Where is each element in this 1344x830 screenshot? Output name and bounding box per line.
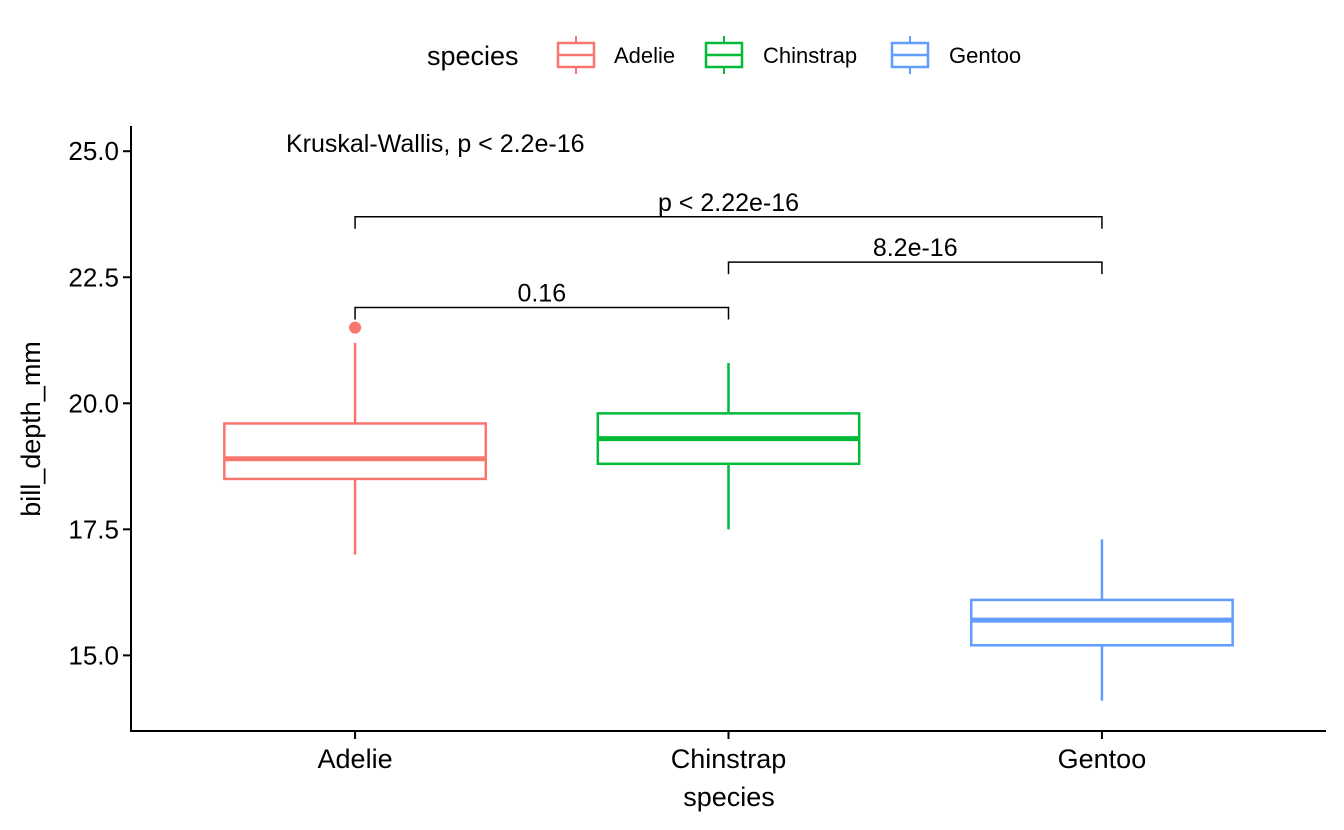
y-tick-label: 20.0	[68, 388, 119, 418]
box-gentoo	[969, 539, 1234, 701]
x-axis-label: species	[683, 782, 775, 812]
annotations: Kruskal-Wallis, p < 2.2e-16 0.16 8.2e-16 p…	[286, 130, 1103, 320]
bracket-line	[354, 216, 1103, 229]
y-tick-label: 22.5	[68, 262, 119, 292]
x-tick-label: Adelie	[318, 744, 393, 774]
legend-entry-chinstrap: Chinstrap	[704, 36, 857, 74]
bracket-label: 8.2e-16	[873, 234, 958, 262]
legend-entries: Adelie Chinstrap Gentoo	[556, 36, 1021, 74]
y-tick-label: 15.0	[68, 640, 119, 670]
y-axis-label: bill_depth_mm	[16, 341, 46, 517]
bracket-line	[727, 261, 1103, 275]
legend-entry-adelie: Adelie	[556, 36, 675, 74]
boxplots	[223, 321, 1234, 701]
comparison-brackets: 0.16 8.2e-16 p < 2.22e-16	[354, 189, 1103, 320]
x-tick-label: Chinstrap	[671, 744, 787, 774]
legend-label: Chinstrap	[763, 43, 857, 68]
y-tick-label: 17.5	[68, 514, 119, 544]
outlier-point	[349, 321, 362, 334]
comparison-bracket: 8.2e-16	[727, 234, 1103, 275]
x-tick-label: Gentoo	[1058, 744, 1147, 774]
y-ticks: 15.0 17.5 20.0 22.5 25.0	[68, 136, 131, 670]
comparison-bracket: 0.16	[354, 280, 730, 320]
y-tick-label: 25.0	[68, 136, 119, 166]
legend: species Adelie Chinstrap Gentoo	[427, 36, 1021, 74]
legend-label: Gentoo	[949, 43, 1021, 68]
axes: 15.0 17.5 20.0 22.5 25.0 Adelie Chinstrap Gent…	[16, 126, 1326, 812]
x-ticks: Adelie Chinstrap Gentoo	[318, 731, 1147, 774]
box-chinstrap	[596, 362, 861, 530]
bracket-line	[354, 306, 730, 320]
global-test-label: Kruskal-Wallis, p < 2.2e-16	[286, 130, 585, 158]
legend-label: Adelie	[614, 43, 675, 68]
bracket-label: 0.16	[517, 280, 566, 308]
box-iqr	[223, 422, 488, 481]
box-adelie	[223, 321, 488, 555]
legend-title: species	[427, 41, 519, 71]
comparison-bracket: p < 2.22e-16	[354, 189, 1103, 229]
box-iqr	[969, 598, 1234, 647]
legend-entry-gentoo: Gentoo	[890, 36, 1021, 74]
bracket-label: p < 2.22e-16	[658, 189, 799, 217]
